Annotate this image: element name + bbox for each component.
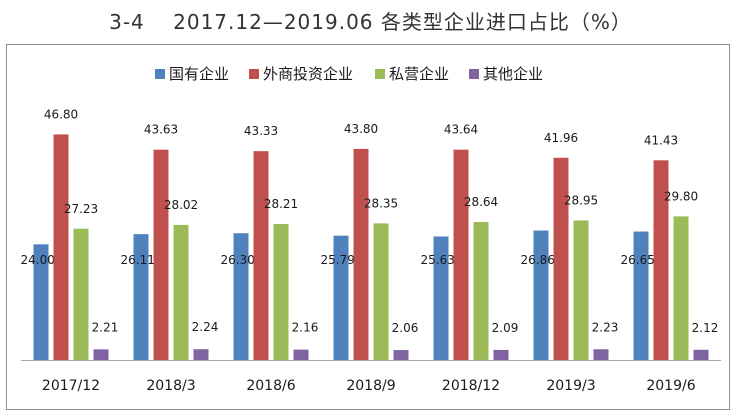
bar — [453, 149, 469, 360]
bar — [233, 233, 249, 360]
bar — [333, 235, 349, 360]
legend-swatch — [249, 69, 259, 79]
bar — [573, 220, 589, 360]
data-label: 25.63 — [421, 253, 455, 267]
bar — [393, 350, 409, 360]
data-label: 41.96 — [544, 131, 578, 145]
bar — [93, 349, 109, 360]
bar — [633, 231, 649, 360]
bar — [493, 349, 509, 360]
chart-frame: 国有企业 外商投资企业 私营企业 其他企业 24.00 46.80 27.23 2.21 201… — [6, 44, 730, 410]
legend-swatch — [375, 69, 385, 79]
legend-label: 私营企业 — [389, 65, 449, 83]
data-label: 2.09 — [492, 321, 519, 335]
x-tick-label: 2019/3 — [546, 378, 595, 394]
data-label: 26.65 — [621, 253, 655, 267]
data-label: 29.80 — [664, 189, 698, 203]
bar — [373, 223, 389, 360]
bar — [593, 349, 609, 360]
x-tick-label: 2019/6 — [646, 378, 695, 394]
x-tick-label: 2017/12 — [42, 378, 100, 394]
bar — [653, 160, 669, 360]
bar — [433, 236, 449, 360]
data-label: 2.24 — [192, 320, 219, 334]
data-label: 24.00 — [21, 253, 55, 267]
legend-label: 其他企业 — [483, 65, 543, 83]
bar — [193, 349, 209, 360]
bar — [353, 148, 369, 360]
data-label: 2.23 — [592, 320, 619, 334]
legend-swatch — [155, 69, 165, 79]
bar — [133, 234, 149, 360]
bar — [673, 216, 689, 360]
legend-swatch — [469, 69, 479, 79]
bar — [533, 230, 549, 360]
data-label: 43.33 — [244, 124, 278, 138]
legend: 国有企业 外商投资企业 私营企业 其他企业 — [155, 65, 543, 83]
bar — [553, 157, 569, 360]
data-label: 26.30 — [221, 253, 255, 267]
data-label: 28.35 — [364, 196, 398, 210]
data-label: 25.79 — [321, 253, 355, 267]
bar — [293, 349, 309, 360]
data-label: 43.80 — [344, 122, 378, 136]
bar — [273, 224, 289, 360]
data-label: 28.64 — [464, 195, 498, 209]
data-label: 43.63 — [144, 123, 178, 137]
data-label: 28.95 — [564, 193, 598, 207]
data-label: 2.12 — [692, 321, 719, 335]
data-label: 41.43 — [644, 133, 678, 147]
x-tick-label: 2018/12 — [442, 378, 500, 394]
data-label: 43.64 — [444, 123, 478, 137]
bar — [473, 221, 489, 360]
data-label: 26.11 — [121, 253, 155, 267]
x-tick-label: 2018/6 — [246, 378, 295, 394]
data-label: 2.21 — [92, 320, 119, 334]
bar — [53, 134, 69, 360]
bar — [693, 349, 709, 360]
data-label: 27.23 — [64, 202, 98, 216]
data-label: 2.06 — [392, 321, 419, 335]
x-tick-label: 2018/9 — [346, 378, 395, 394]
data-label: 28.21 — [264, 197, 298, 211]
data-label: 46.80 — [44, 107, 78, 121]
bar — [253, 151, 269, 360]
bar — [73, 228, 89, 360]
legend-label: 国有企业 — [169, 65, 229, 83]
bar — [33, 244, 49, 360]
page-title: 3-4 2017.12—2019.06 各类型企业进口占比（%） — [109, 10, 632, 34]
x-tick-label: 2018/3 — [146, 378, 195, 394]
data-label: 28.02 — [164, 198, 198, 212]
legend-label: 外商投资企业 — [263, 65, 353, 83]
data-label: 26.86 — [521, 253, 555, 267]
data-label: 2.16 — [292, 321, 319, 335]
bar-chart: 国有企业 外商投资企业 私营企业 其他企业 24.00 46.80 27.23 2.21 201… — [21, 65, 721, 394]
bar — [173, 224, 189, 360]
bar — [153, 149, 169, 360]
